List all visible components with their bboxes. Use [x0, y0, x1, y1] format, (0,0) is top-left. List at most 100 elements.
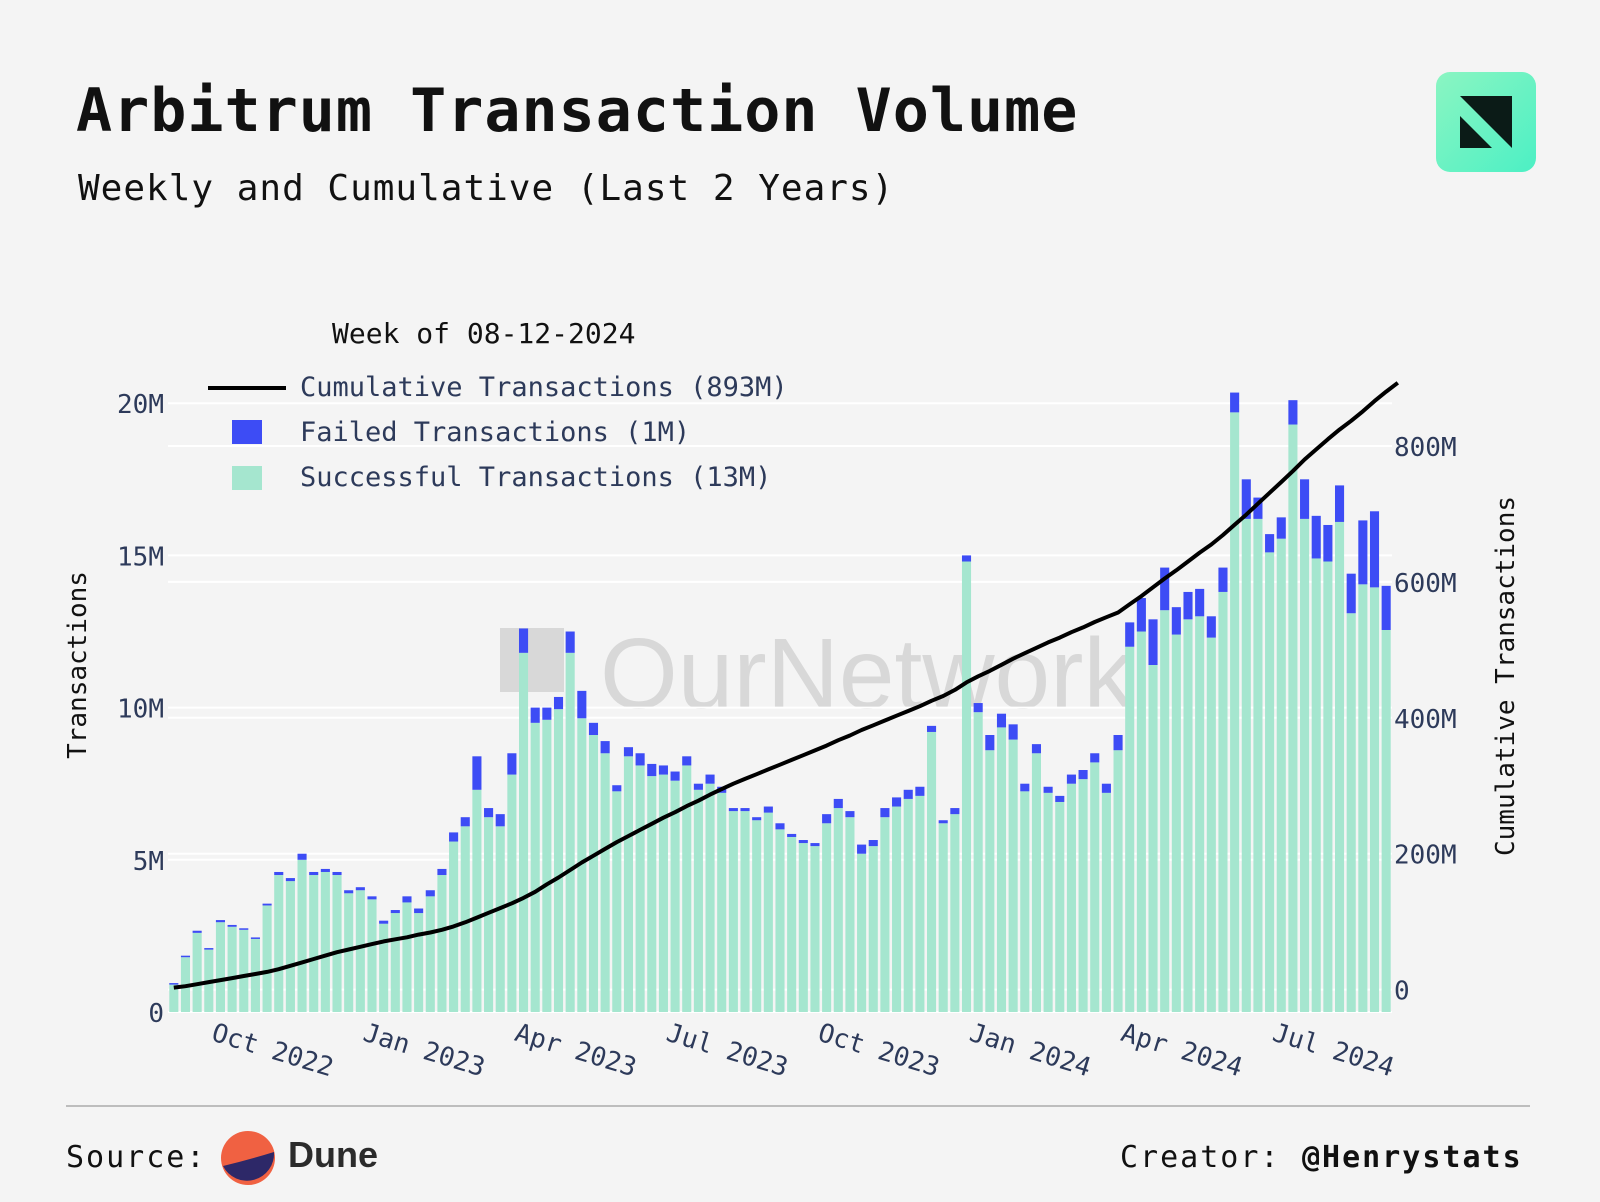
bar-successful: [1043, 792, 1053, 1012]
bar-failed: [1171, 607, 1181, 635]
bar-successful: [775, 829, 785, 1012]
cumulative-line: [173, 381, 1400, 990]
bar-successful: [1218, 591, 1228, 1012]
bar-failed: [1241, 479, 1251, 519]
bar-successful: [192, 932, 202, 1012]
bar-failed: [588, 722, 599, 736]
bar-successful: [600, 753, 610, 1012]
bar-successful: [1101, 792, 1111, 1012]
bar-successful: [332, 875, 342, 1012]
bar-failed: [1288, 400, 1298, 425]
bar-failed: [1113, 735, 1123, 751]
bar-successful: [822, 823, 832, 1012]
bar-failed: [1136, 598, 1146, 632]
bar-successful: [1020, 791, 1030, 1012]
bar-failed: [950, 808, 960, 815]
bar-successful: [740, 811, 750, 1012]
bar-failed: [169, 983, 179, 985]
bar-failed: [1043, 786, 1053, 793]
bar-failed: [1230, 392, 1240, 413]
legend-title: Week of 08-12-2024: [332, 317, 635, 350]
bar-successful: [472, 789, 482, 1012]
y2-tick-label: 400M: [1394, 705, 1457, 735]
bar-successful: [507, 774, 517, 1012]
bar-failed: [1078, 770, 1088, 780]
bar-failed: [460, 817, 470, 827]
bar-successful: [518, 652, 529, 1012]
bar-failed: [752, 817, 762, 821]
bar-successful: [577, 718, 587, 1012]
bar-failed: [192, 930, 202, 933]
bar-successful: [1148, 664, 1158, 1012]
bar-successful: [1265, 552, 1275, 1012]
bar-successful: [1311, 558, 1321, 1012]
bar-failed: [740, 808, 750, 812]
bar-successful: [1334, 521, 1345, 1012]
bar-successful: [1276, 538, 1286, 1012]
dune-logo-icon: [221, 1131, 275, 1185]
bar-failed: [1183, 591, 1193, 620]
y-axis-title: Transactions: [63, 571, 93, 759]
bar-successful: [1381, 629, 1391, 1012]
bar-successful: [1031, 753, 1042, 1012]
bar-successful: [414, 913, 424, 1012]
x-tick-label: Jan 2024: [966, 1018, 1095, 1083]
bar-failed: [1008, 724, 1018, 740]
bar-successful: [938, 823, 948, 1012]
bar-failed: [204, 948, 214, 950]
bar-successful: [437, 875, 447, 1012]
y2-axis-ticks: 0 200M 400M 600M 800M: [1394, 433, 1457, 1007]
bar-failed: [1334, 485, 1345, 522]
bar-failed: [658, 765, 668, 775]
bar-successful: [542, 719, 552, 1012]
bar-failed: [682, 756, 692, 766]
legend-label-failed: Failed Transactions (1M): [300, 417, 690, 448]
x-tick-label: Jan 2023: [360, 1018, 489, 1083]
bar-failed: [425, 890, 435, 897]
bar-successful: [530, 722, 540, 1012]
bar-failed: [1346, 573, 1356, 614]
bar-successful: [961, 561, 972, 1012]
y-tick-label: 20M: [117, 390, 164, 420]
bar-failed: [1311, 515, 1321, 559]
bar-failed: [1206, 616, 1216, 638]
ournetwork-logo-icon: [1436, 72, 1536, 172]
bar-failed: [1381, 585, 1391, 630]
bar-successful: [1136, 631, 1146, 1012]
bar-failed: [892, 797, 902, 807]
bar-failed: [355, 887, 365, 891]
bar-failed: [367, 896, 377, 900]
bar-failed: [1323, 524, 1333, 562]
bar-failed: [1300, 479, 1310, 519]
bar-failed: [1358, 520, 1368, 585]
bar-successful: [367, 899, 377, 1012]
legend-swatch-failed: [232, 420, 262, 444]
bar-failed: [414, 908, 424, 914]
y2-axis-title: Cumulative Transactions: [1491, 496, 1521, 856]
bar-failed: [1148, 619, 1158, 665]
bar-failed: [763, 806, 773, 813]
bar-failed: [787, 833, 797, 837]
bar-failed: [565, 631, 575, 653]
bar-failed: [1160, 567, 1170, 611]
bar-successful: [973, 712, 983, 1012]
bar-successful: [1008, 739, 1018, 1012]
bar-failed: [1055, 795, 1065, 802]
bar-failed: [903, 789, 913, 799]
bar-failed: [1218, 567, 1228, 592]
legend: Week of 08-12-2024 Cumulative Transactio…: [208, 317, 788, 493]
bar-successful: [1206, 637, 1216, 1012]
bar-successful: [379, 923, 389, 1012]
y-tick-label: 5M: [133, 847, 164, 877]
bar-failed: [180, 955, 191, 958]
bar-failed: [449, 832, 459, 842]
bar-failed: [985, 735, 995, 751]
cumulative-line-group: [173, 381, 1400, 990]
x-tick-label: Jul 2023: [663, 1018, 792, 1083]
bar-failed: [518, 628, 529, 653]
bar-successful: [309, 875, 319, 1012]
creator-handle: @Henrystats: [1302, 1140, 1523, 1175]
bar-failed: [309, 871, 319, 876]
bar-successful: [880, 817, 890, 1012]
